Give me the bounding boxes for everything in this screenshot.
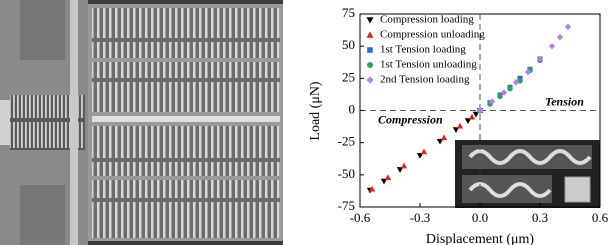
inset-image [455,140,600,208]
point [469,114,475,120]
y-tick-label: 0 [349,101,356,116]
y-tick-label: 25 [342,69,355,84]
figure: Tension Compression Displacement (μm) Lo… [0,0,613,245]
point [421,148,427,154]
annotation: Compression [378,112,443,126]
legend-marker [367,77,374,84]
point [401,163,407,169]
y-tick-label: -75 [338,198,355,213]
x-tick-label: 0.6 [592,210,609,225]
point [557,34,563,40]
legend-marker [367,32,374,38]
x-axis-label: Displacement (μm) [426,232,535,245]
x-tick-label: -0.3 [410,210,431,225]
x-tick-label: 0.0 [472,210,488,225]
point [441,134,447,140]
point [549,43,555,49]
y-tick-label: 50 [342,37,355,52]
x-tick-label: 0.3 [532,210,548,225]
point [507,86,512,91]
y-tick-label: -25 [338,134,355,149]
legend-label: Compression unloading [380,29,485,41]
legend-label: Compression loading [380,14,474,26]
point [385,174,391,180]
point [565,24,571,30]
legend-label: 2nd Tension loading [380,74,470,86]
point [497,94,502,99]
sem-image [0,0,283,245]
legend-marker [367,62,373,68]
legend-marker [367,17,374,23]
y-axis-label: Load (μN) [308,81,323,141]
legend-marker [367,47,373,53]
legend-label: 1st Tension loading [380,44,466,56]
annotation: Tension [545,94,584,108]
legend-label: 1st Tension unloading [380,59,477,71]
y-tick-label: 75 [342,5,355,20]
page: Tension Compression Displacement (μm) Lo… [0,0,613,245]
y-tick-label: -50 [338,166,355,181]
point [457,123,463,129]
